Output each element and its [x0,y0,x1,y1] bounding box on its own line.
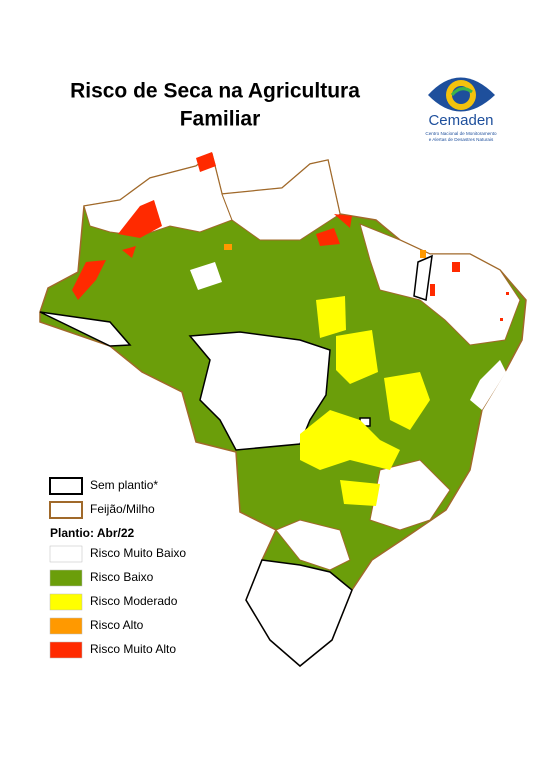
legend-swatch [49,545,83,563]
area-moderate [384,372,430,430]
area-moderate [340,480,380,506]
legend-swatch [49,477,83,495]
legend-label: Risco Baixo [90,570,154,584]
area-no-planting [413,254,433,301]
area-very-high [506,292,509,295]
area-very-high [500,318,503,321]
legend-swatch [49,501,83,519]
legend-label: Sem plantio* [90,478,158,492]
legend-heading: Plantio: Abr/22 [50,526,135,540]
area-very-high [334,214,352,228]
legend: Sem plantio* Feijão/Milho Plantio: Abr/2… [49,477,186,659]
area-very-high [118,200,162,238]
area-very-low [470,360,506,410]
area-moderate [336,330,378,384]
brazil-map [39,152,527,667]
area-very-high [430,284,435,296]
title-line: Risco de Seca na Agricultura [70,80,360,103]
logo-swoosh [450,87,473,97]
logo-subtitle: e Alertas de Desastres Naturais [429,137,494,142]
area-very-low [369,459,451,531]
legend-label: Risco Moderado [90,594,178,608]
logo: Cemaden Centro Nacional de Monitoramento… [425,77,497,142]
legend-swatch [49,569,83,587]
legend-label: Feijão/Milho [90,502,155,516]
area-very-low [221,159,341,241]
legend-label: Risco Muito Alto [90,642,176,656]
area-very-high [72,260,106,300]
area-moderate [300,410,400,470]
area-no-planting [39,311,132,347]
title-line: Familiar [180,108,261,131]
legend-label: Risco Alto [90,618,144,632]
area-high [420,250,426,258]
logo-name: Cemaden [428,112,493,129]
area-no-planting [245,559,353,667]
legend-swatch [49,617,83,635]
area-very-low [190,262,222,290]
area-high [224,244,232,250]
area-very-high [452,262,460,272]
area-very-high [122,246,136,258]
area-moderate [316,296,346,338]
legend-swatch [49,641,83,659]
legend-swatch [49,593,83,611]
area-very-high [316,228,340,246]
area-very-high [196,152,216,172]
area-very-low [275,519,351,571]
legend-label: Risco Muito Baixo [90,546,186,560]
area-very-low [359,223,521,346]
logo-subtitle: Centro Nacional de Monitoramento [425,131,497,136]
